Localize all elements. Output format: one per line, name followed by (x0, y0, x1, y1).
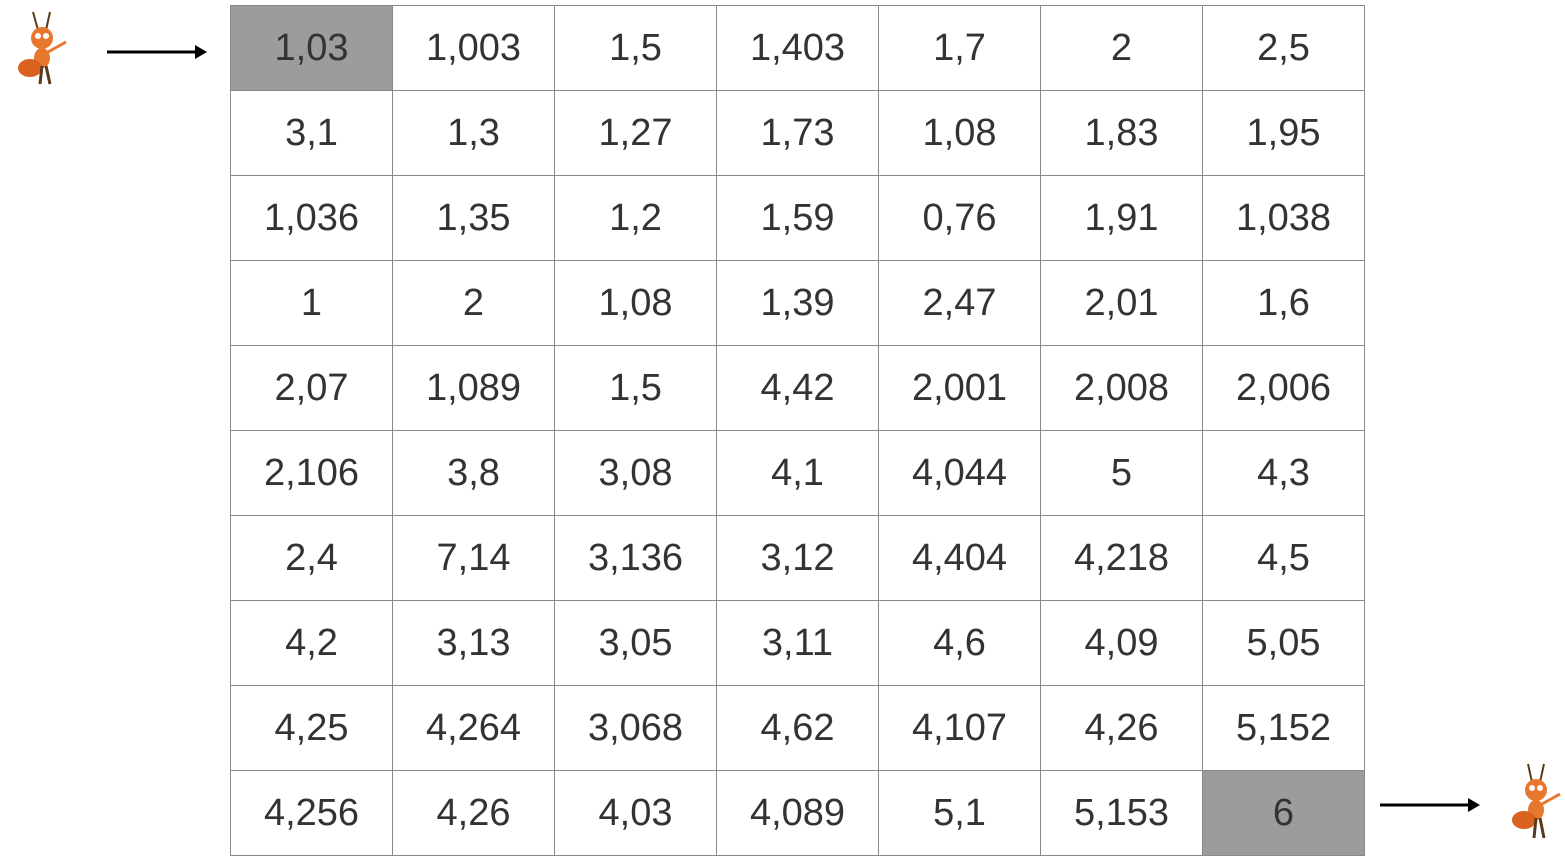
grid-cell: 3,1 (230, 90, 393, 176)
grid-cell: 4,03 (554, 770, 717, 856)
grid-cell: 1,27 (554, 90, 717, 176)
grid-cell: 1,35 (392, 175, 555, 261)
ant-icon (18, 12, 66, 84)
grid-cell: 2,006 (1202, 345, 1365, 431)
grid-cell: 4,264 (392, 685, 555, 771)
grid-cell: 4,218 (1040, 515, 1203, 601)
grid-cell: 4,26 (1040, 685, 1203, 771)
grid-cell: 3,08 (554, 430, 717, 516)
arrow-head (195, 45, 207, 59)
grid-cell: 1,5 (554, 5, 717, 91)
grid-cell: 5,152 (1202, 685, 1365, 771)
grid-cell: 3,136 (554, 515, 717, 601)
grid-cell: 2,008 (1040, 345, 1203, 431)
grid-cell: 4,3 (1202, 430, 1365, 516)
grid-cell: 3,8 (392, 430, 555, 516)
grid-cell: 7,14 (392, 515, 555, 601)
grid-cell: 4,6 (878, 600, 1041, 686)
grid-cell: 4,42 (716, 345, 879, 431)
grid-cell: 1,03 (230, 5, 393, 91)
grid-cell: 1,83 (1040, 90, 1203, 176)
grid-cell: 4,089 (716, 770, 879, 856)
grid-cell: 2,106 (230, 430, 393, 516)
grid-cell: 4,5 (1202, 515, 1365, 601)
grid-cell: 2,5 (1202, 5, 1365, 91)
grid-cell: 4,256 (230, 770, 393, 856)
grid-cell: 1,038 (1202, 175, 1365, 261)
grid-cell: 5,153 (1040, 770, 1203, 856)
grid-cell: 2,001 (878, 345, 1041, 431)
end-marker (1370, 750, 1565, 850)
grid-cell: 3,05 (554, 600, 717, 686)
grid-cell: 5 (1040, 430, 1203, 516)
grid-cell: 3,13 (392, 600, 555, 686)
grid-cell: 4,25 (230, 685, 393, 771)
grid-cell: 4,09 (1040, 600, 1203, 686)
grid-cell: 1 (230, 260, 393, 346)
grid-cell: 2 (1040, 5, 1203, 91)
grid-cell: 5,1 (878, 770, 1041, 856)
arrow-head (1468, 798, 1480, 812)
grid-cell: 1,089 (392, 345, 555, 431)
grid-cell: 3,12 (716, 515, 879, 601)
grid-cell: 1,08 (554, 260, 717, 346)
page: 1,031,0031,51,4031,722,53,11,31,271,731,… (0, 0, 1565, 850)
grid-cell: 1,39 (716, 260, 879, 346)
grid-cell: 4,26 (392, 770, 555, 856)
grid-cell: 3,11 (716, 600, 879, 686)
grid-cell: 0,76 (878, 175, 1041, 261)
grid-cell: 4,107 (878, 685, 1041, 771)
grid-cell: 1,2 (554, 175, 717, 261)
grid-cell: 1,036 (230, 175, 393, 261)
grid-cell: 4,404 (878, 515, 1041, 601)
grid-cell: 1,7 (878, 5, 1041, 91)
grid-cell: 1,003 (392, 5, 555, 91)
grid-cell: 5,05 (1202, 600, 1365, 686)
grid-cell: 6 (1202, 770, 1365, 856)
grid-cell: 2,01 (1040, 260, 1203, 346)
grid-cell: 2 (392, 260, 555, 346)
grid-cell: 1,91 (1040, 175, 1203, 261)
grid-cell: 2,4 (230, 515, 393, 601)
grid-cell: 4,044 (878, 430, 1041, 516)
grid-cell: 2,07 (230, 345, 393, 431)
ant-icon (1512, 764, 1560, 838)
grid-cell: 4,62 (716, 685, 879, 771)
grid-cell: 4,2 (230, 600, 393, 686)
grid-cell: 1,73 (716, 90, 879, 176)
grid-cell: 3,068 (554, 685, 717, 771)
grid-cell: 2,47 (878, 260, 1041, 346)
grid-cell: 1,95 (1202, 90, 1365, 176)
grid-cell: 1,6 (1202, 260, 1365, 346)
start-marker (0, 0, 220, 100)
grid-cell: 1,3 (392, 90, 555, 176)
grid-cell: 1,403 (716, 5, 879, 91)
grid-cell: 1,5 (554, 345, 717, 431)
grid-cell: 4,1 (716, 430, 879, 516)
grid-cell: 1,59 (716, 175, 879, 261)
grid-cell: 1,08 (878, 90, 1041, 176)
